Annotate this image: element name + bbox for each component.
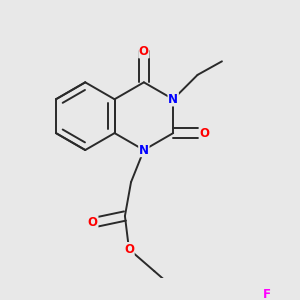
Text: O: O	[199, 127, 209, 140]
Text: O: O	[139, 45, 149, 58]
Text: N: N	[139, 143, 149, 157]
Text: F: F	[262, 288, 271, 300]
Text: O: O	[88, 216, 98, 229]
Text: N: N	[168, 93, 178, 106]
Text: O: O	[124, 243, 134, 256]
